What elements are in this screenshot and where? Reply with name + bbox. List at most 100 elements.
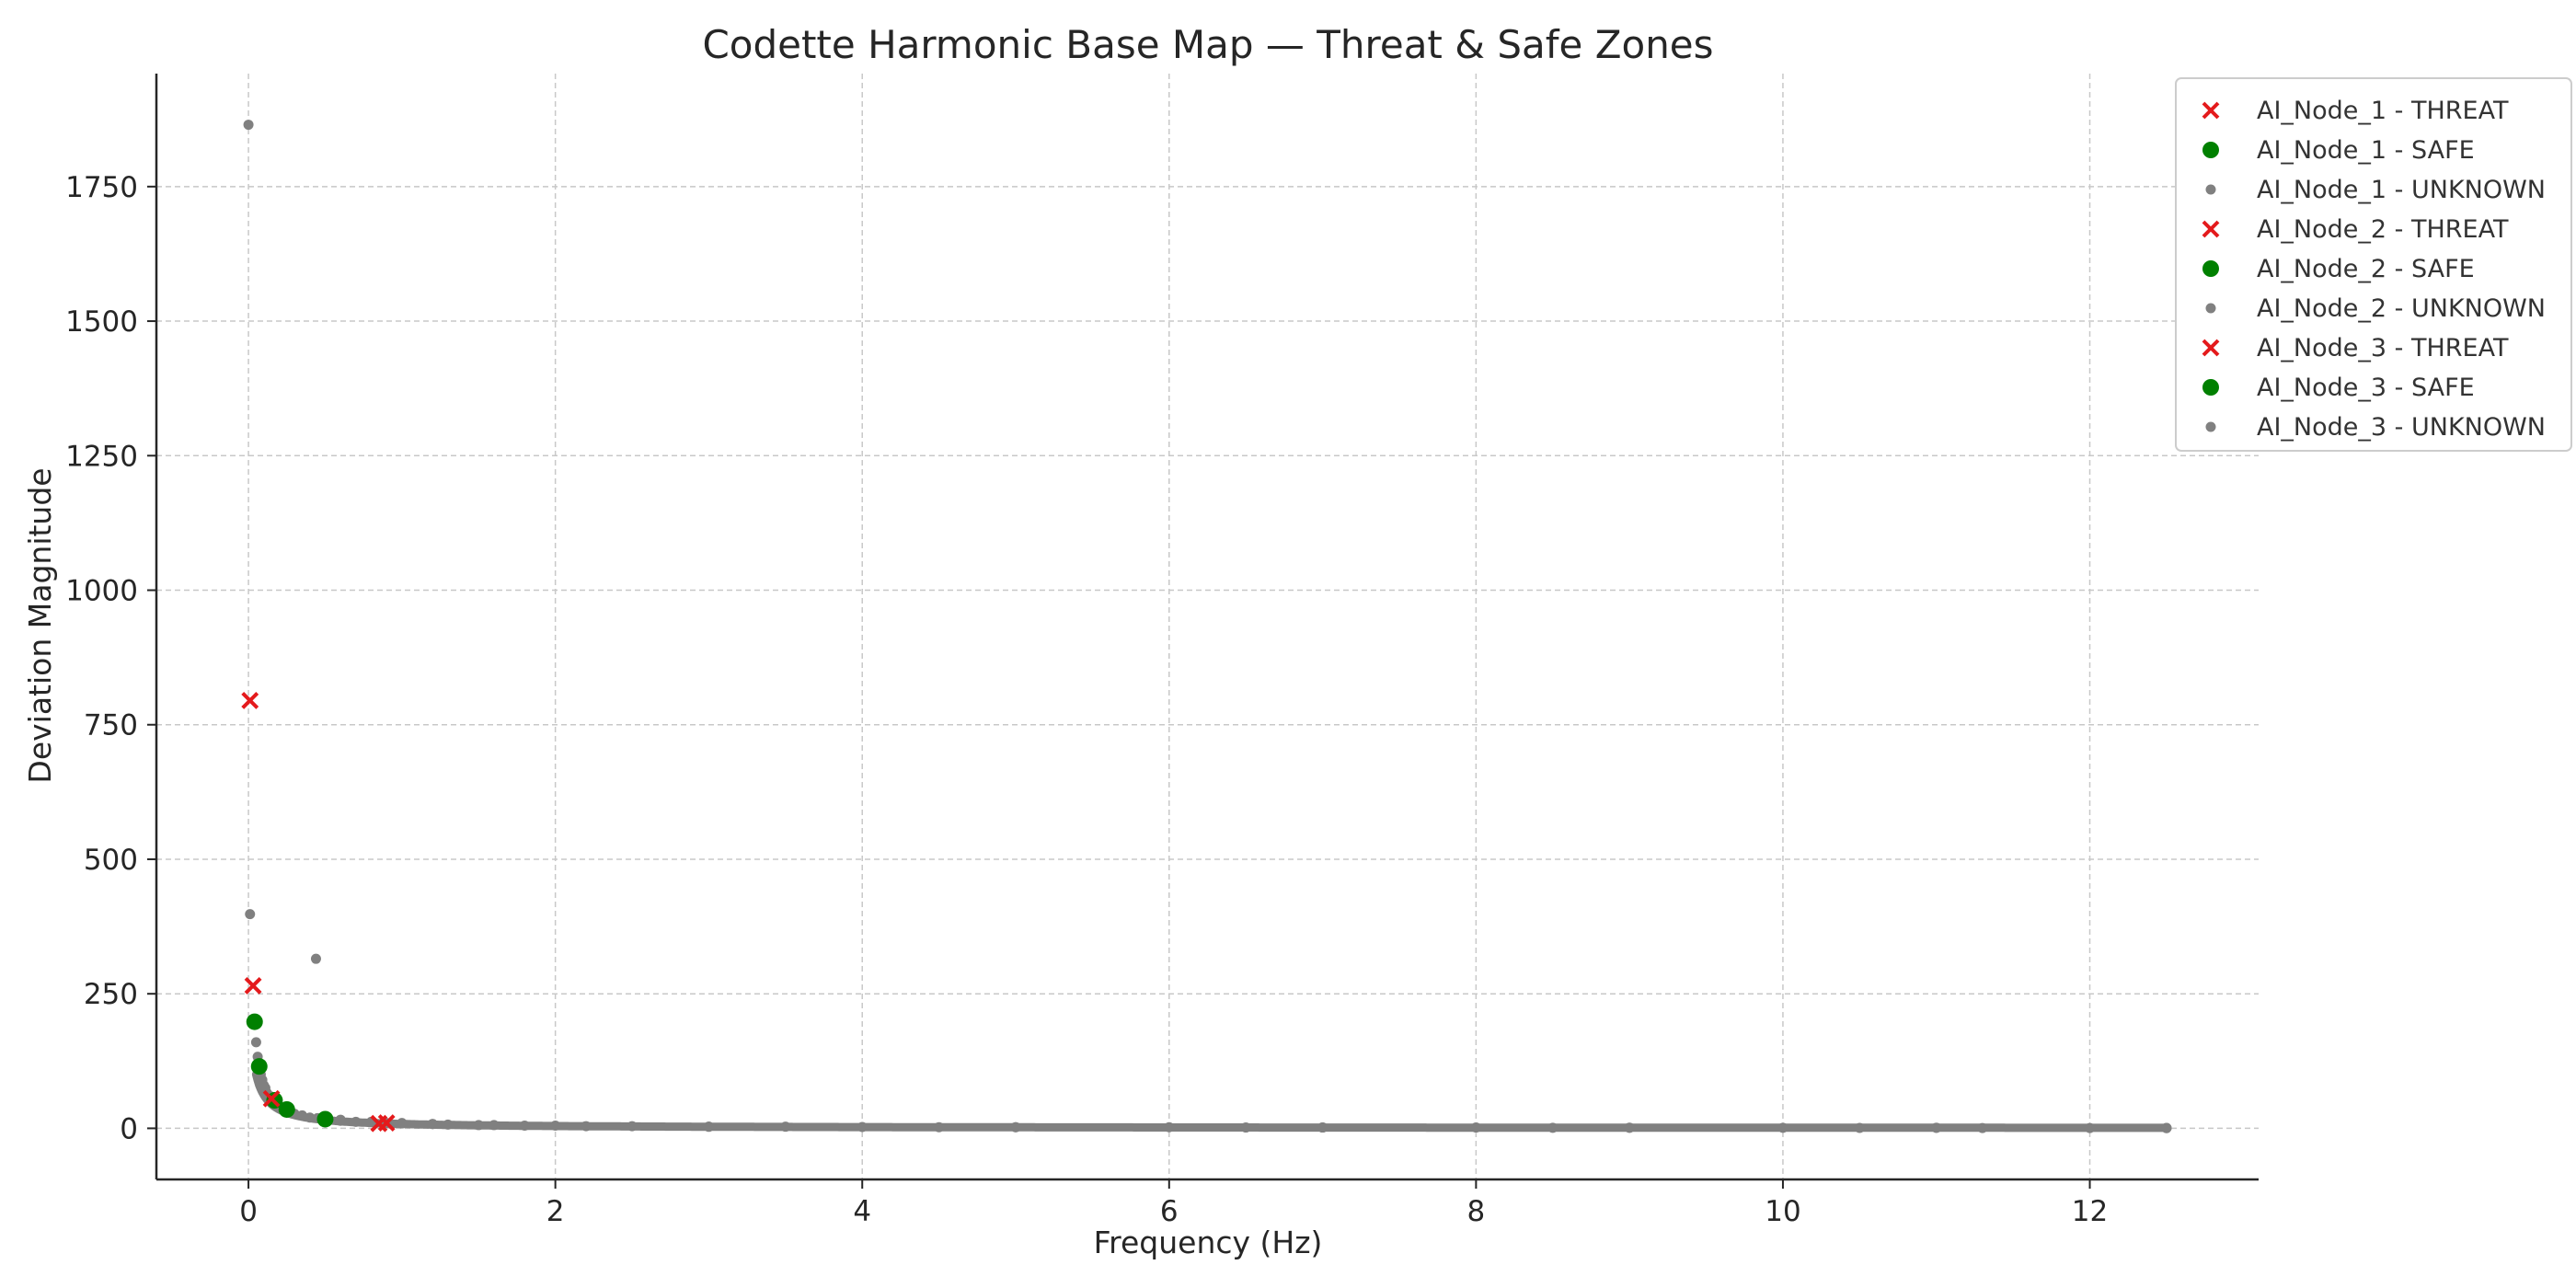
- data-point: [310, 953, 321, 964]
- legend-marker: [2202, 379, 2219, 396]
- x-tick-label: 4: [853, 1195, 871, 1228]
- data-point: [243, 120, 254, 131]
- x-tick-label: 12: [2072, 1195, 2108, 1228]
- x-tick-label: 2: [546, 1195, 565, 1228]
- data-point: [278, 1100, 295, 1118]
- series-4: [244, 977, 388, 1133]
- marker-stroke: [370, 1114, 388, 1133]
- data-point: [2161, 1122, 2172, 1133]
- data-point: [1854, 1122, 1865, 1133]
- legend-marker: [2202, 339, 2220, 357]
- data-point: [1470, 1122, 1481, 1133]
- marker-stroke: [2202, 339, 2220, 357]
- x-axis-label: Frequency (Hz): [1094, 1225, 1323, 1260]
- data-point: [335, 1115, 346, 1126]
- legend-label: AI_Node_3 - SAFE: [2257, 374, 2475, 402]
- marker-stroke: [2202, 101, 2220, 120]
- data-point: [244, 977, 262, 995]
- data-point: [780, 1121, 791, 1133]
- data-point: [316, 1110, 334, 1128]
- data-point: [703, 1121, 714, 1133]
- data-point: [257, 1075, 268, 1086]
- legend-box: [2175, 77, 2572, 452]
- data-point: [1547, 1122, 1558, 1133]
- data-point: [250, 1037, 261, 1048]
- data-point: [241, 692, 259, 709]
- legend-label: AI_Node_3 - UNKNOWN: [2257, 413, 2546, 442]
- legend-item: AI_Node_3 - SAFE: [2202, 374, 2475, 402]
- marker-stroke: [262, 1089, 281, 1108]
- legend-label: AI_Node_2 - UNKNOWN: [2257, 294, 2546, 323]
- legend-marker: [2202, 220, 2220, 238]
- y-tick-label: 500: [84, 844, 138, 877]
- y-tick-label: 750: [84, 709, 138, 742]
- legend-item: AI_Node_1 - THREAT: [2202, 97, 2509, 125]
- legend-label: AI_Node_1 - UNKNOWN: [2257, 176, 2546, 204]
- chart-title: Codette Harmonic Base Map — Threat & Saf…: [702, 22, 1713, 67]
- series-7: [262, 1089, 281, 1108]
- legend-item: AI_Node_2 - UNKNOWN: [2205, 294, 2546, 323]
- legend-item: AI_Node_3 - UNKNOWN: [2205, 413, 2546, 442]
- data-point: [473, 1120, 484, 1131]
- y-tick-label: 1750: [65, 171, 138, 204]
- unknown-density-band: [251, 1070, 2171, 1133]
- legend-item: AI_Node_1 - UNKNOWN: [2205, 176, 2546, 204]
- legend-label: AI_Node_1 - THREAT: [2257, 97, 2509, 125]
- data-point: [550, 1121, 561, 1132]
- x-tick-label: 6: [1160, 1195, 1179, 1228]
- data-point: [296, 1110, 307, 1121]
- data-point: [1010, 1121, 1021, 1133]
- legend-marker: [2202, 260, 2219, 277]
- series-2: [246, 1013, 295, 1118]
- data-point: [2085, 1122, 2096, 1133]
- legend-label: AI_Node_2 - SAFE: [2257, 255, 2475, 283]
- data-point: [250, 1058, 268, 1075]
- legend-label: AI_Node_3 - THREAT: [2257, 334, 2509, 362]
- series-5: [250, 1058, 334, 1128]
- data-point: [1240, 1122, 1251, 1133]
- x-tick-label: 10: [1765, 1195, 1800, 1228]
- tick-labels: 0 2 4 6 8 10 12 0 250 500 750 1000 1250 1500 1750: [65, 171, 2108, 1228]
- data-point: [427, 1119, 438, 1130]
- data-point: [1777, 1122, 1788, 1133]
- data-point: [370, 1114, 388, 1133]
- legend: AI_Node_1 - THREAT AI_Node_1 - SAFE AI_Nod…: [2175, 77, 2572, 452]
- y-tick-label: 1500: [65, 305, 138, 339]
- legend-marker: [2205, 421, 2216, 432]
- y-tick-label: 1000: [65, 575, 138, 608]
- data-point: [1977, 1122, 1988, 1133]
- data-point: [1164, 1121, 1175, 1133]
- data-point: [519, 1121, 530, 1132]
- legend-item: AI_Node_2 - SAFE: [2202, 255, 2475, 283]
- axes: [155, 74, 2259, 1181]
- data-point: [305, 1112, 316, 1123]
- x-tick-label: 0: [239, 1195, 258, 1228]
- data-point: [443, 1119, 454, 1130]
- data-point: [581, 1121, 592, 1132]
- data-point: [857, 1121, 868, 1133]
- legend-label: AI_Node_2 - THREAT: [2257, 215, 2509, 244]
- legend-item: AI_Node_1 - SAFE: [2202, 136, 2475, 165]
- legend-marker: [2202, 142, 2219, 158]
- y-tick-label: 0: [120, 1112, 138, 1145]
- marker-stroke: [2202, 220, 2220, 238]
- x-tick-label: 8: [1467, 1195, 1486, 1228]
- data-point: [1317, 1122, 1328, 1133]
- data-point: [934, 1121, 945, 1133]
- data-point: [397, 1118, 408, 1129]
- marker-stroke: [244, 977, 262, 995]
- legend-label: AI_Node_1 - SAFE: [2257, 136, 2475, 165]
- y-axis-label: Deviation Magnitude: [22, 467, 58, 783]
- legend-marker: [2205, 303, 2216, 314]
- data-point: [489, 1120, 500, 1131]
- data-point: [351, 1116, 362, 1127]
- data-point: [1931, 1122, 1942, 1133]
- data-point: [627, 1121, 638, 1132]
- data-point: [1624, 1122, 1635, 1133]
- legend-marker: [2205, 184, 2216, 195]
- marker-stroke: [241, 692, 259, 709]
- y-tick-label: 250: [84, 978, 138, 1011]
- legend-marker: [2202, 101, 2220, 120]
